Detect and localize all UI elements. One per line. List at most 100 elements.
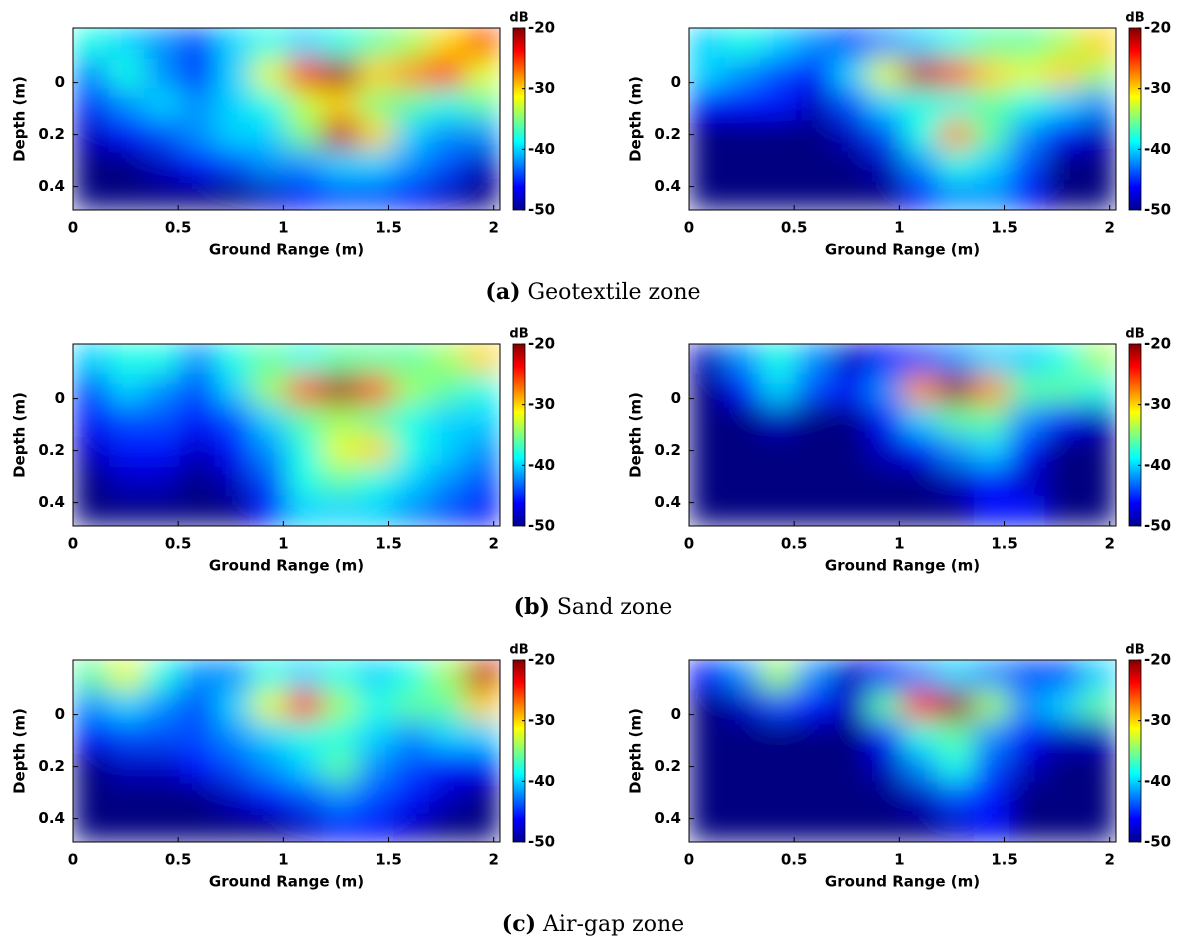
cell bbox=[215, 781, 252, 813]
cell bbox=[938, 465, 975, 497]
colorbar-label: dB bbox=[509, 11, 528, 26]
cell bbox=[866, 495, 903, 526]
cell bbox=[108, 495, 145, 526]
heatmap bbox=[689, 344, 1116, 526]
colorbar-tick-label: -50 bbox=[1144, 833, 1171, 851]
x-axis-label: Ground Range (m) bbox=[209, 873, 364, 891]
x-tick-label: 1.5 bbox=[991, 535, 1018, 553]
cell bbox=[464, 344, 500, 375]
cell bbox=[1080, 811, 1116, 842]
cell bbox=[938, 374, 975, 406]
cell bbox=[724, 465, 761, 497]
cell bbox=[760, 119, 797, 150]
axes-frame bbox=[688, 27, 1117, 211]
cell bbox=[866, 119, 903, 150]
cell bbox=[938, 811, 975, 842]
cell bbox=[393, 435, 430, 466]
cell bbox=[179, 690, 216, 722]
y-tick-label: 0.4 bbox=[38, 177, 65, 195]
cell bbox=[866, 781, 903, 813]
cell bbox=[795, 435, 832, 466]
heatmap bbox=[689, 28, 1116, 210]
cell bbox=[938, 119, 975, 150]
colorbar bbox=[1128, 343, 1142, 527]
cell bbox=[215, 88, 252, 120]
cell bbox=[393, 720, 430, 752]
cell bbox=[1009, 88, 1046, 120]
cell bbox=[393, 119, 430, 150]
cell bbox=[760, 374, 797, 406]
x-tick-label: 1 bbox=[278, 219, 288, 237]
cell bbox=[179, 751, 216, 782]
caption-text: Sand zone bbox=[557, 595, 672, 620]
cell bbox=[1044, 179, 1081, 210]
cell bbox=[428, 495, 465, 526]
cell bbox=[760, 149, 797, 181]
cell bbox=[464, 495, 500, 526]
cell bbox=[215, 58, 252, 90]
cell bbox=[973, 720, 1010, 752]
cell bbox=[464, 149, 500, 181]
cell bbox=[902, 149, 939, 181]
cell bbox=[724, 119, 761, 150]
cell bbox=[179, 660, 216, 691]
cell bbox=[831, 88, 868, 120]
cell bbox=[902, 404, 939, 436]
cell bbox=[179, 149, 216, 181]
cell bbox=[179, 179, 216, 210]
cell bbox=[866, 690, 903, 722]
colorbar-tick-label: -50 bbox=[528, 201, 555, 219]
cell bbox=[322, 344, 359, 375]
cell bbox=[795, 149, 832, 181]
cell bbox=[428, 404, 465, 436]
cell bbox=[866, 465, 903, 497]
cell bbox=[1044, 404, 1081, 436]
cell bbox=[724, 811, 761, 842]
cell bbox=[464, 58, 500, 90]
cell bbox=[1009, 28, 1046, 59]
cell bbox=[902, 781, 939, 813]
cell bbox=[689, 88, 726, 120]
cell bbox=[322, 88, 359, 120]
cell bbox=[286, 690, 323, 722]
cell bbox=[724, 374, 761, 406]
cell bbox=[357, 465, 394, 497]
cell bbox=[902, 88, 939, 120]
colorbar-tick-label: -50 bbox=[1144, 201, 1171, 219]
cell bbox=[760, 344, 797, 375]
cell bbox=[1044, 781, 1081, 813]
cell bbox=[73, 660, 110, 691]
cell bbox=[428, 465, 465, 497]
cell bbox=[973, 119, 1010, 150]
cell bbox=[724, 781, 761, 813]
x-axis-label: Ground Range (m) bbox=[825, 873, 980, 891]
cell bbox=[393, 28, 430, 59]
x-tick-label: 1 bbox=[278, 535, 288, 553]
cell bbox=[215, 404, 252, 436]
panel: 0 0.5 1 1.5 2 0 0.2 0.4 Ground Range (m) Depth (m… bbox=[11, 643, 556, 891]
colorbar-tick-label: -20 bbox=[528, 651, 555, 669]
cell bbox=[357, 404, 394, 436]
cell bbox=[357, 119, 394, 150]
cell bbox=[286, 811, 323, 842]
cell bbox=[286, 660, 323, 691]
cell bbox=[866, 435, 903, 466]
cell bbox=[795, 690, 832, 722]
axes-frame bbox=[688, 659, 1117, 843]
cell bbox=[902, 58, 939, 90]
cell bbox=[428, 149, 465, 181]
x-tick-label: 1 bbox=[894, 219, 904, 237]
cell bbox=[1044, 88, 1081, 120]
colorbar-tick-label: -30 bbox=[1144, 79, 1171, 97]
x-tick-label: 2 bbox=[488, 851, 498, 869]
cell bbox=[1044, 344, 1081, 375]
cell bbox=[689, 149, 726, 181]
cell bbox=[973, 149, 1010, 181]
caption-label: (a) bbox=[485, 279, 520, 305]
y-tick-label: 0.2 bbox=[654, 757, 681, 775]
cell bbox=[322, 404, 359, 436]
cell bbox=[1080, 720, 1116, 752]
cell bbox=[795, 179, 832, 210]
cell bbox=[866, 811, 903, 842]
